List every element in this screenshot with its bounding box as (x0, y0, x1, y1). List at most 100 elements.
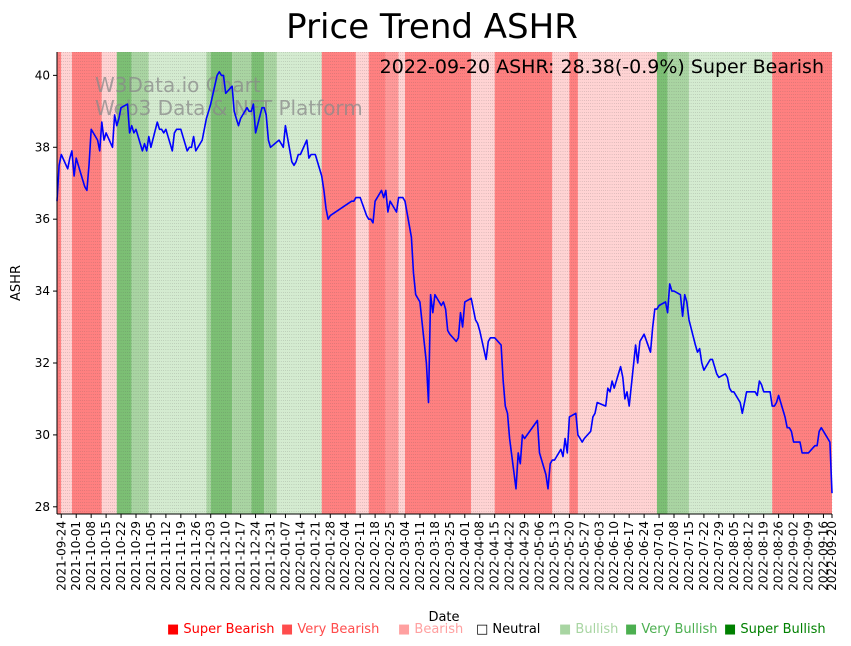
legend-item: □ Neutral (476, 622, 540, 637)
regime-band-bearish (61, 52, 72, 514)
x-tick-label: 2021-12-10 (219, 521, 233, 591)
legend: ■ Super Bearish ■ Very Bearish ■ Bearish □ … (167, 622, 826, 637)
legend-item: ■ Bullish (559, 622, 618, 637)
x-tick-label: 2021-11-26 (189, 521, 203, 591)
x-tick-label: 2022-02-25 (383, 521, 397, 591)
x-tick-label: 2021-11-19 (174, 521, 188, 591)
x-tick-label: 2022-06-24 (637, 521, 651, 591)
regime-band-super-bearish (368, 52, 386, 514)
x-tick-label: 2022-01-21 (308, 521, 322, 591)
x-tick-label: 2021-10-29 (129, 521, 143, 591)
x-tick-label: 2022-07-08 (667, 521, 681, 591)
legend-item: ■ Very Bullish (625, 622, 717, 637)
x-tick-label: 2021-10-22 (114, 521, 128, 591)
x-tick-label: 2021-12-24 (249, 521, 263, 591)
regime-band-bearish (101, 52, 117, 514)
regime-band-bearish (552, 52, 570, 514)
x-tick-label: 2022-01-07 (278, 521, 292, 591)
regime-band-super-bearish (71, 52, 102, 514)
regime-band-super-bearish (57, 52, 62, 514)
x-tick-label: 2022-09-02 (787, 521, 801, 591)
x-tick-label: 2022-01-14 (293, 521, 307, 591)
legend-item: ■ Super Bullish (724, 622, 826, 637)
x-tick-label: 2022-04-22 (503, 521, 517, 591)
regime-band-super-bearish (405, 52, 472, 514)
regime-band-bearish (398, 52, 406, 514)
regime-band-slight-bullish (276, 52, 322, 514)
regime-band-very-bullish (210, 52, 233, 514)
x-tick-label: 2022-05-27 (577, 521, 591, 591)
y-tick-label: 40 (35, 68, 50, 82)
date-gridlines (56, 52, 833, 514)
x-tick-label: 2021-09-24 (54, 521, 68, 591)
watermark-line: W3Data.io Chart (95, 73, 261, 97)
regime-band-slight-bullish (688, 52, 773, 514)
x-tick-label: 2022-07-01 (652, 521, 666, 591)
x-tick-label: 2022-02-18 (368, 521, 382, 591)
regime-band-super-bearish (321, 52, 356, 514)
chart-title: Price Trend ASHR (286, 7, 578, 47)
x-tick-label: 2021-10-15 (99, 521, 113, 591)
regime-band-very-bearish (385, 52, 399, 514)
x-tick-label: 2022-02-11 (353, 521, 367, 591)
x-tick-label: 2022-02-04 (338, 521, 352, 591)
x-tick-label: 2022-08-26 (772, 521, 786, 591)
x-tick-label: 2022-04-08 (473, 521, 487, 591)
regime-band-bullish (264, 52, 277, 514)
regime-band-super-bearish (772, 52, 832, 514)
x-tick-label: 2022-04-15 (488, 521, 502, 591)
regime-band-bullish (667, 52, 689, 514)
x-tick-label: 2022-07-29 (712, 521, 726, 591)
x-tick-label: 2021-12-17 (234, 521, 248, 591)
x-tick-label: 2022-07-15 (682, 521, 696, 591)
regime-band-bearish (471, 52, 495, 514)
y-tick-label: 30 (35, 428, 50, 442)
regime-band-bullish (206, 52, 211, 514)
x-tick-label: 2022-04-29 (518, 521, 532, 591)
x-tick-label: 2022-08-12 (742, 521, 756, 591)
regime-band-bullish (131, 52, 149, 514)
x-tick-label: 2022-09-16 (817, 521, 831, 591)
x-tick-label: 2022-05-13 (548, 521, 562, 591)
x-tick-label: 2022-09-09 (802, 521, 816, 591)
regime-band-very-bullish (656, 52, 668, 514)
regime-band-bearish (355, 52, 369, 514)
x-tick-label: 2022-03-18 (428, 521, 442, 591)
y-tick-label: 38 (35, 140, 50, 154)
x-tick-label: 2022-03-04 (398, 521, 412, 591)
y-tick-label: 36 (35, 212, 50, 226)
x-tick-label: 2021-11-12 (159, 521, 173, 591)
x-tick-label: 2021-12-03 (204, 521, 218, 591)
x-tick-label: 2022-07-22 (697, 521, 711, 591)
regime-band-very-bullish (251, 52, 265, 514)
x-tick-label: 2021-10-01 (69, 521, 83, 591)
x-tick-label: 2022-01-28 (323, 521, 337, 591)
y-tick-label: 32 (35, 356, 50, 370)
regime-band-super-bearish (569, 52, 578, 514)
regime-band-bearish (577, 52, 657, 514)
watermark-line: Web3 Data & NFT Platform (95, 96, 363, 120)
x-tick-label: 2022-06-17 (622, 521, 636, 591)
y-tick-label: 28 (35, 500, 50, 514)
legend-item: ■ Bearish (398, 622, 463, 637)
regime-bands (57, 52, 832, 514)
regime-band-bullish (232, 52, 252, 514)
y-tick-label: 34 (35, 284, 50, 298)
x-tick-label: 2022-06-03 (592, 521, 606, 591)
x-tick-label: 2022-09-20 (825, 521, 839, 591)
x-tick-label: 2022-03-25 (443, 521, 457, 591)
x-tick-label: 2022-04-01 (458, 521, 472, 591)
legend-item: ■ Super Bearish (167, 622, 275, 637)
x-tick-label: 2022-08-19 (757, 521, 771, 591)
y-axis-label: ASHR (9, 265, 24, 301)
x-tick-label: 2022-05-20 (562, 521, 576, 591)
x-tick-label: 2022-06-10 (607, 521, 621, 591)
x-tick-label: 2021-10-08 (84, 521, 98, 591)
regime-band-very-bullish (116, 52, 132, 514)
status-annotation: 2022-09-20 ASHR: 28.38(-0.9%) Super Bear… (380, 56, 824, 78)
price-line-layer (56, 71, 833, 494)
x-tick-label: 2022-03-11 (413, 521, 427, 591)
